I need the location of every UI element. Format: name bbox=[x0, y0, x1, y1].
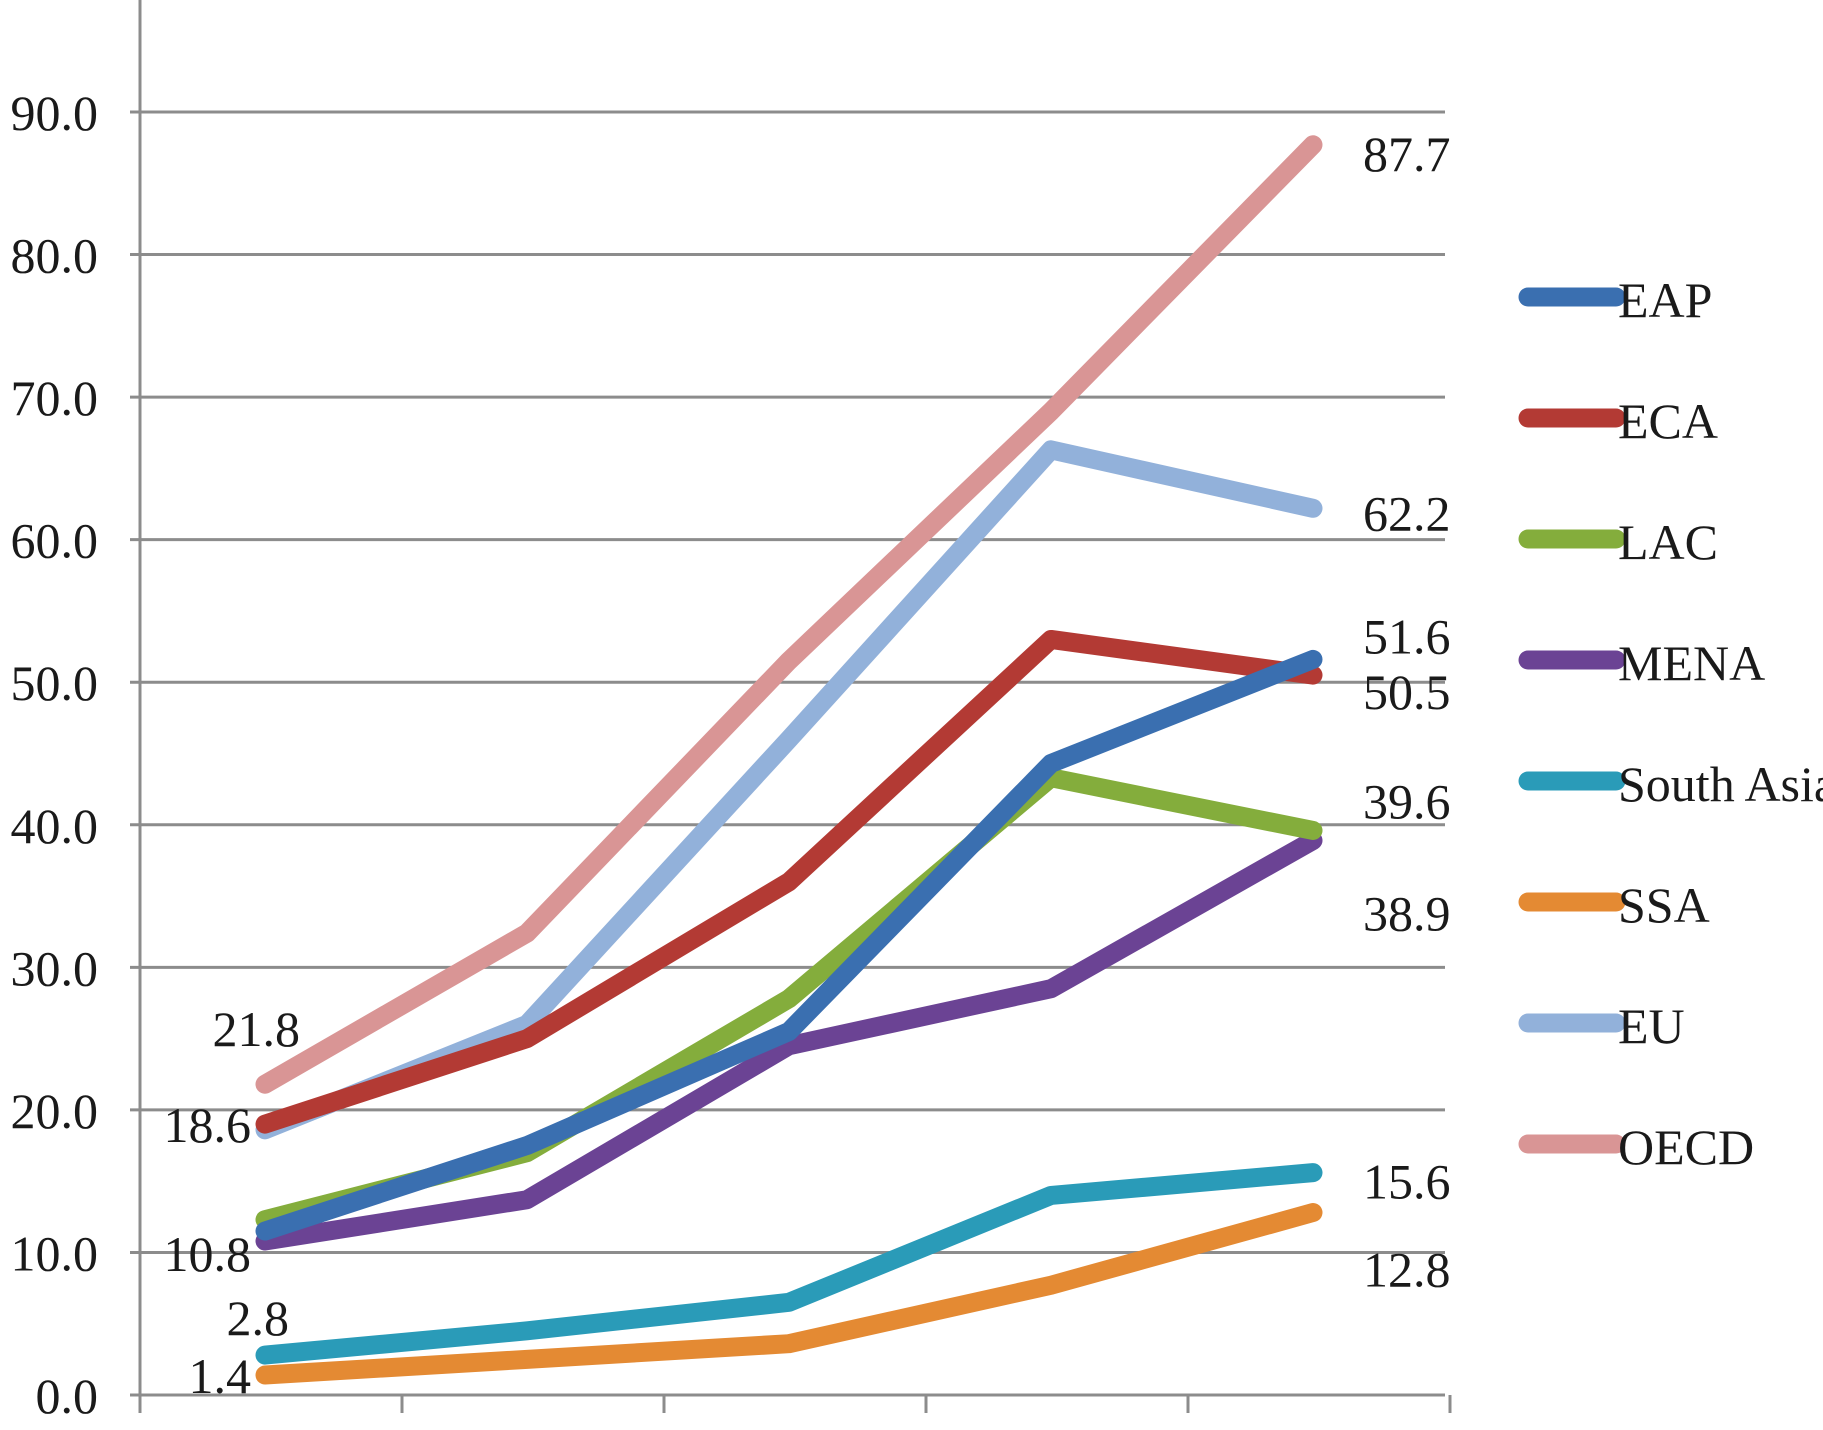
data-label-eu: 18.6 bbox=[164, 1097, 252, 1153]
legend-label: ECA bbox=[1618, 393, 1718, 449]
legend-label: EAP bbox=[1618, 272, 1712, 328]
y-tick-label: 80.0 bbox=[11, 228, 99, 284]
data-label-ssa: 1.4 bbox=[189, 1348, 252, 1404]
data-label-oecd: 21.8 bbox=[213, 1001, 301, 1057]
series-line-oecd bbox=[255, 135, 1323, 1094]
data-label-eca: 50.5 bbox=[1363, 664, 1451, 720]
data-label-lac: 39.6 bbox=[1363, 773, 1451, 829]
legend-label: MENA bbox=[1618, 635, 1765, 691]
y-tick-label: 40.0 bbox=[11, 798, 99, 854]
y-tick-label: 90.0 bbox=[11, 85, 99, 141]
series-line-eap bbox=[255, 649, 1323, 1241]
data-label-south-asia: 15.6 bbox=[1363, 1154, 1451, 1210]
legend-item-mena: MENA bbox=[1518, 635, 1765, 691]
legend-item-eap: EAP bbox=[1518, 272, 1712, 328]
legend-item-ssa: SSA bbox=[1518, 877, 1710, 933]
data-label-mena: 10.8 bbox=[164, 1226, 252, 1282]
legend-label: EU bbox=[1618, 998, 1685, 1054]
y-tick-label: 50.0 bbox=[11, 655, 99, 711]
legend: EAP ECA LAC MENA South Asia SSA EU OECD bbox=[1518, 272, 1823, 1175]
axis-layer bbox=[130, 0, 1452, 1413]
data-label-eu: 62.2 bbox=[1363, 485, 1451, 541]
series-line-eca bbox=[255, 629, 1323, 1134]
legend-label: OECD bbox=[1618, 1119, 1754, 1175]
data-label-mena: 38.9 bbox=[1363, 885, 1451, 941]
y-tick-labels: 0.0 10.0 20.0 30.0 40.0 50.0 60.0 70.0 80.0 90.0 bbox=[11, 85, 99, 1424]
data-label-oecd: 87.7 bbox=[1363, 126, 1451, 182]
series-lines bbox=[255, 135, 1323, 1385]
series-line-mena bbox=[255, 830, 1323, 1251]
y-tick-label: 20.0 bbox=[11, 1083, 99, 1139]
legend-label: South Asia bbox=[1618, 756, 1823, 812]
legend-item-oecd: OECD bbox=[1518, 1119, 1754, 1175]
series-line-south-asia bbox=[255, 1163, 1323, 1365]
y-tick-label: 0.0 bbox=[36, 1368, 99, 1424]
series-line-ssa bbox=[255, 1203, 1323, 1385]
y-tick-label: 10.0 bbox=[11, 1225, 99, 1281]
legend-item-south-asia: South Asia bbox=[1518, 756, 1823, 812]
y-tick-label: 30.0 bbox=[11, 940, 99, 996]
data-labels: 51.650.5 39.6 10.8 38.9 2.8 15.6 1.4 12.8 18.6 62… bbox=[164, 126, 1451, 1404]
legend-item-eca: ECA bbox=[1518, 393, 1718, 449]
data-label-south-asia: 2.8 bbox=[227, 1290, 290, 1346]
data-label-ssa: 12.8 bbox=[1363, 1242, 1451, 1298]
legend-label: LAC bbox=[1618, 514, 1718, 570]
data-label-eap: 51.6 bbox=[1363, 608, 1451, 664]
legend-item-lac: LAC bbox=[1518, 514, 1718, 570]
y-tick-label: 70.0 bbox=[11, 370, 99, 426]
legend-label: SSA bbox=[1618, 877, 1710, 933]
y-tick-label: 60.0 bbox=[11, 513, 99, 569]
legend-item-eu: EU bbox=[1518, 998, 1685, 1054]
grid-layer bbox=[130, 110, 1445, 1254]
